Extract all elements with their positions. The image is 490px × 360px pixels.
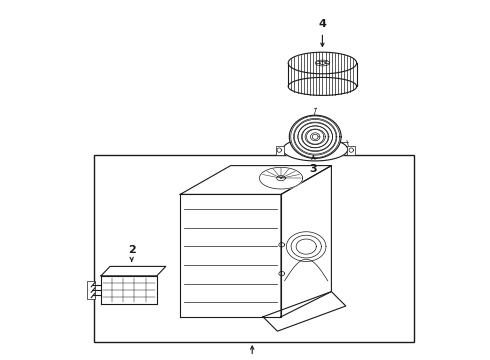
Polygon shape — [263, 292, 346, 331]
Polygon shape — [305, 129, 325, 145]
Bar — [94, 155, 414, 342]
Polygon shape — [275, 146, 284, 155]
Polygon shape — [346, 146, 355, 155]
Polygon shape — [301, 126, 329, 148]
Polygon shape — [101, 266, 166, 276]
Polygon shape — [291, 116, 340, 158]
Polygon shape — [101, 276, 157, 304]
Polygon shape — [180, 194, 281, 317]
Polygon shape — [259, 167, 303, 189]
Polygon shape — [298, 123, 333, 151]
Bar — [87, 281, 95, 299]
Polygon shape — [283, 138, 347, 161]
Text: 4: 4 — [318, 19, 326, 29]
Polygon shape — [312, 134, 318, 139]
Polygon shape — [289, 115, 341, 158]
Polygon shape — [281, 166, 331, 317]
Text: 2: 2 — [128, 244, 136, 255]
Text: 3: 3 — [310, 164, 317, 174]
Polygon shape — [294, 120, 336, 154]
Polygon shape — [180, 166, 331, 194]
